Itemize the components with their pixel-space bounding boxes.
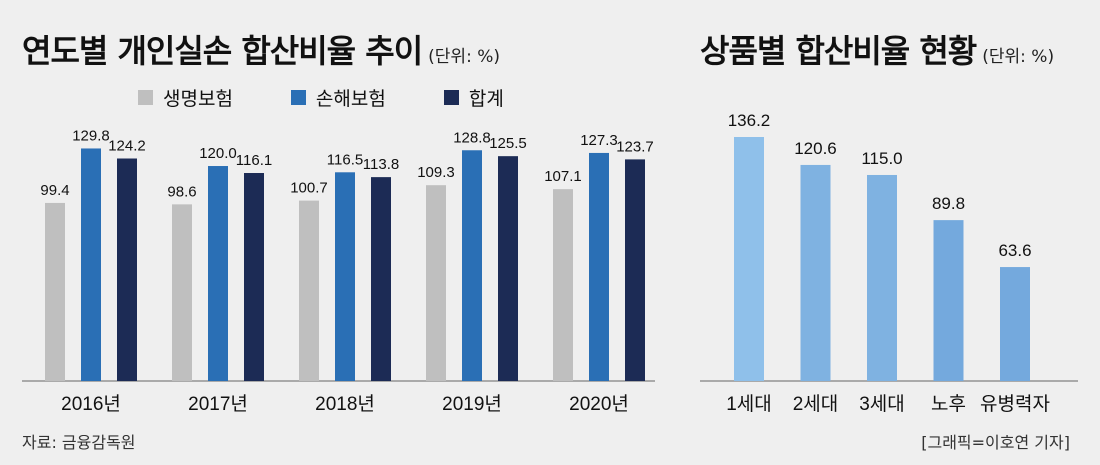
legend-swatch-nonlife [290,90,306,105]
bar-value-label: 125.5 [489,135,527,152]
legend-item-total: 합계 [443,84,504,111]
bar-value-label: 63.6 [998,241,1031,260]
bar-value-label: 100.7 [290,180,328,197]
left-chart-title-text: 연도별 개인실손 합산비율 추이 [22,32,423,70]
bar-value-label: 128.8 [453,129,491,146]
legend-label-life: 생명보험 [163,88,233,110]
x-category-label: 2018년 [315,393,375,415]
x-category-label: 2020년 [569,393,629,415]
bar-합계-2018년 [371,177,391,381]
bar-생명보험-2020년 [553,189,573,381]
x-category-label: 2017년 [188,393,248,415]
x-category-label: 2019년 [442,393,502,415]
x-category-label: 유병력자 [980,393,1050,415]
left-chart-title: 연도별 개인실손 합산비율 추이 (단위: %) [22,26,500,72]
source-note: 자료: 금융감독원 [22,433,136,452]
bar-생명보험-2017년 [172,204,192,381]
bar-합계-2017년 [244,173,264,381]
right-chart-title-text: 상품별 합산비율 현황 [700,32,977,70]
legend: 생명보험 손해보험 합계 [138,84,504,111]
bar-value-label: 120.6 [794,139,837,158]
bar-value-label: 89.8 [932,194,965,213]
left-chart-unit: (단위: %) [428,47,500,67]
bar-노후 [933,220,964,381]
bar-value-label: 98.6 [167,183,196,200]
graphic-credit: [그래픽=이호연 기자] [921,433,1070,452]
right-chart-unit: (단위: %) [982,47,1055,67]
right-chart-title: 상품별 합산비율 현황 (단위: %) [700,26,1054,72]
bar-2세대 [800,164,831,381]
legend-label-total: 합계 [468,88,504,110]
bar-value-label: 99.4 [40,182,69,199]
bar-3세대 [867,174,897,381]
bar-value-label: 129.8 [72,127,110,144]
x-category-label: 1세대 [726,393,772,415]
bar-손해보험-2019년 [462,150,482,381]
bar-합계-2016년 [117,158,137,381]
legend-label-nonlife: 손해보험 [315,88,386,110]
bar-1세대 [734,137,764,381]
bar-손해보험-2016년 [81,148,101,381]
bar-value-label: 116.5 [327,151,363,168]
bar-value-label: 124.2 [108,137,146,154]
bar-value-label: 127.3 [580,132,618,149]
x-category-label: 노후 [931,393,966,415]
bar-value-label: 116.1 [236,152,272,169]
bar-value-label: 109.3 [417,164,455,181]
x-category-label: 2세대 [793,393,839,415]
bar-생명보험-2018년 [299,200,319,381]
bar-value-label: 136.2 [728,111,771,130]
bar-생명보험-2019년 [426,185,446,381]
legend-item-nonlife: 손해보험 [290,84,386,111]
x-category-label: 3세대 [859,393,905,415]
bar-손해보험-2020년 [589,152,609,381]
x-category-label: 2016년 [61,393,121,415]
legend-swatch-life [138,90,153,105]
bar-value-label: 115.0 [861,149,902,168]
bar-value-label: 107.1 [544,168,582,185]
bar-손해보험-2017년 [208,166,228,381]
legend-item-life: 생명보험 [138,84,233,111]
bar-합계-2020년 [625,159,645,381]
bar-유병력자 [1000,267,1030,381]
bar-value-label: 123.7 [616,138,654,155]
bar-value-label: 120.0 [199,145,237,162]
bar-손해보험-2018년 [335,172,355,381]
bar-합계-2019년 [498,156,518,381]
bar-value-label: 113.8 [363,156,399,173]
legend-swatch-total [443,90,459,105]
bar-생명보험-2016년 [45,202,65,381]
